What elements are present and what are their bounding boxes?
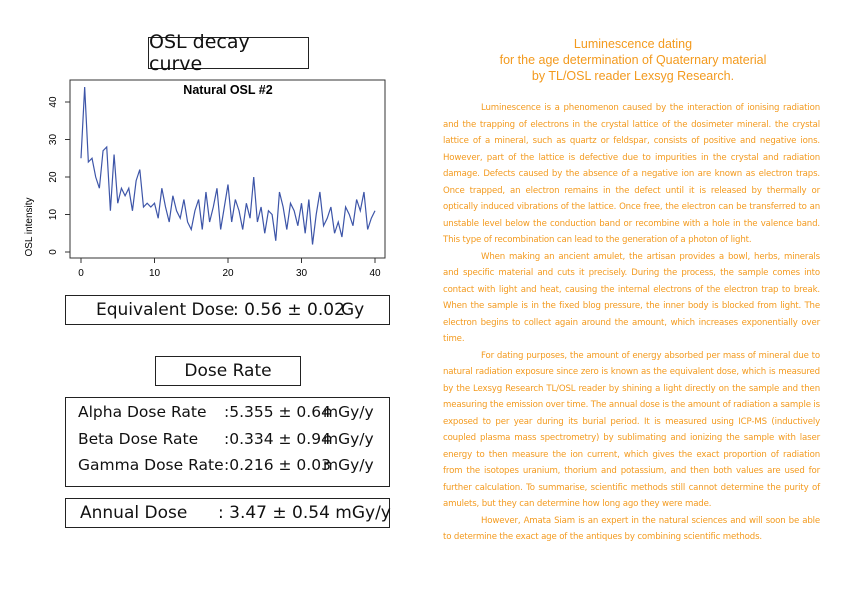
equivalent-dose-unit: Gy: [341, 300, 365, 320]
equivalent-dose-value: : 0.56 ± 0.02: [233, 300, 345, 320]
y-tick-label: 10: [48, 209, 59, 221]
y-tick-label: 0: [48, 249, 59, 255]
annual-dose-value: : 3.47 ± 0.54 mGy/y: [218, 503, 391, 523]
article-body: Luminescence is a phenomenon caused by t…: [443, 100, 820, 546]
rate-label: Gamma Dose Rate: [78, 456, 224, 474]
y-tick-label: 30: [48, 134, 59, 146]
rate-unit: mGy/y: [323, 403, 374, 421]
x-tick-label: 40: [369, 268, 381, 279]
rate-value: :5.355 ± 0.64: [224, 403, 331, 421]
plot-frame: [69, 79, 386, 259]
rate-value: :0.334 ± 0.94: [224, 430, 331, 448]
rate-value: :0.216 ± 0.03: [224, 456, 331, 474]
paragraph: Luminescence is a phenomenon caused by t…: [443, 103, 820, 245]
x-tick-label: 10: [149, 268, 161, 279]
y-tick-label: 40: [48, 96, 59, 108]
equivalent-dose-label: Equivalent Dose: [96, 300, 235, 320]
annual-dose-label: Annual Dose: [80, 503, 188, 523]
osl-decay-curve-title: OSL decay curve: [148, 31, 309, 75]
title-line: by TL/OSL reader Lexsyg Research.: [531, 69, 735, 83]
osl-decay-chart: Natural OSL #2 OSL intensity 0 10 20 30 40 0 1…: [24, 79, 386, 279]
title-line: for the age determination of Quaternary …: [499, 53, 767, 67]
x-tick-label: 20: [222, 268, 234, 279]
osl-series-line: [80, 86, 376, 245]
rate-label: Beta Dose Rate: [78, 430, 199, 448]
dose-rates-box: Alpha Dose Rate :5.355 ± 0.64 mGy/y Beta…: [65, 397, 390, 487]
rate-unit: mGy/y: [323, 456, 374, 474]
equivalent-dose-box: Equivalent Dose : 0.56 ± 0.02 Gy: [65, 295, 390, 325]
paragraph: However, Amata Siam is an expert in the …: [443, 515, 820, 543]
title-line: Luminescence dating: [573, 37, 693, 51]
x-tick-label: 30: [296, 268, 308, 279]
paragraph: When making an ancient amulet, the artis…: [443, 251, 820, 345]
annual-dose-box: Annual Dose : 3.47 ± 0.54 mGy/y: [65, 498, 391, 528]
article-title: Luminescence dating for the age determin…: [440, 36, 826, 84]
rate-label: Alpha Dose Rate: [78, 403, 207, 421]
paragraph: For dating purposes, the amount of energ…: [443, 350, 820, 510]
dose-rate-title: Dose Rate: [155, 356, 301, 386]
rate-unit: mGy/y: [323, 430, 374, 448]
x-tick-label: 0: [78, 268, 84, 279]
chart-title: Natural OSL #2: [183, 83, 272, 97]
y-tick-label: 20: [48, 171, 59, 183]
y-axis-label: OSL intensity: [24, 197, 35, 256]
